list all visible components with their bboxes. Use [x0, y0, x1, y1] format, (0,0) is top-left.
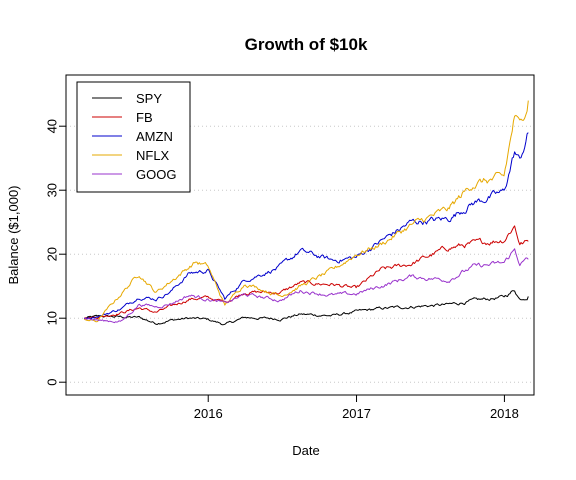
legend-label-spy: SPY	[136, 91, 162, 106]
y-tick-label: 0	[45, 379, 60, 386]
series-line-goog	[83, 248, 529, 324]
y-tick-label: 30	[45, 183, 60, 197]
x-axis-label: Date	[292, 443, 319, 458]
series-line-fb	[83, 225, 529, 319]
x-tick-label: 2017	[342, 406, 371, 421]
y-tick-label: 10	[45, 311, 60, 325]
legend: SPY FB AMZN NFLX GOOG	[76, 81, 191, 193]
y-tick-label: 40	[45, 119, 60, 133]
axes: 0 10 20 30 40 2016 2017 2018	[45, 119, 519, 421]
x-tick-label: 2016	[194, 406, 223, 421]
legend-label-goog: GOOG	[136, 167, 176, 182]
x-tick-label: 2018	[490, 406, 519, 421]
series-line-nflx	[84, 100, 529, 323]
legend-label-nflx: NFLX	[136, 148, 170, 163]
legend-label-fb: FB	[136, 110, 153, 125]
series-line-amzn	[84, 132, 529, 320]
series-lines	[83, 100, 529, 326]
y-axis-label: Balance ($1,000)	[6, 185, 21, 284]
y-tick-label: 20	[45, 247, 60, 261]
legend-label-amzn: AMZN	[136, 129, 173, 144]
series-line-spy	[84, 290, 529, 326]
chart-title: Growth of $10k	[245, 35, 368, 54]
